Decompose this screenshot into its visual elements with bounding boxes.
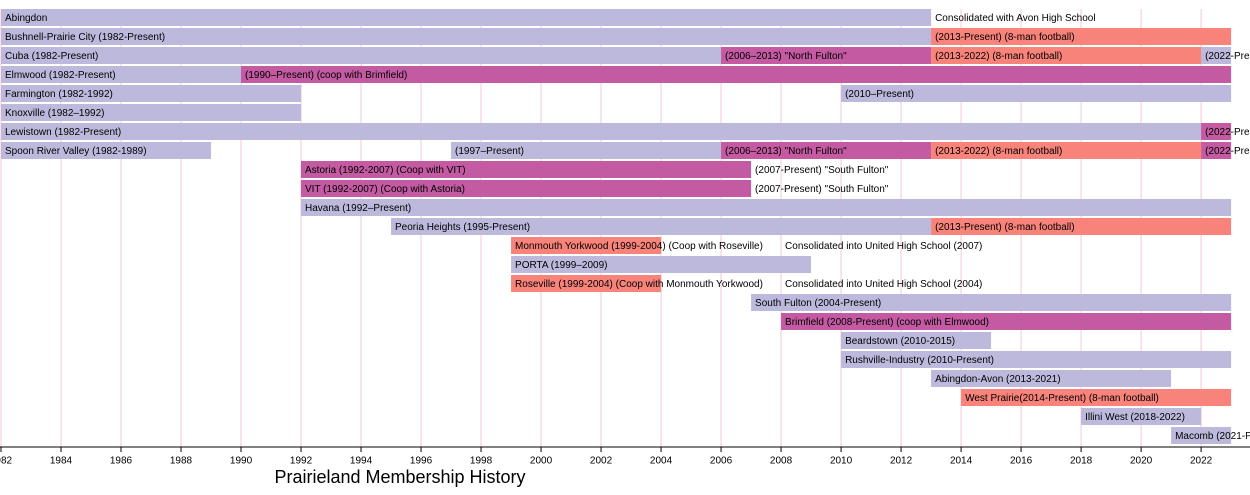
timeline-bar bbox=[301, 180, 752, 197]
x-tick-label: 2014 bbox=[950, 456, 973, 467]
bar-label: (2010–Present) bbox=[845, 89, 914, 100]
x-tick-label: 1994 bbox=[350, 456, 373, 467]
bar-label: (1990–Present) (coop with Brimfield) bbox=[245, 70, 407, 81]
bar-label: Elmwood (1982-Present) bbox=[5, 70, 116, 81]
bar-label: Macomb (2021-Present) bbox=[1175, 431, 1250, 442]
bar-label: (2022-Present) bbox=[1205, 146, 1250, 157]
annotation: Consolidated into United High School (20… bbox=[785, 279, 982, 290]
bar-label: Rushville-Industry (2010-Present) bbox=[845, 355, 994, 366]
bar-label: PORTA (1999–2009) bbox=[515, 260, 607, 271]
timeline-bar bbox=[841, 351, 1232, 368]
timeline-bar bbox=[301, 161, 752, 178]
bar-label: Farmington (1982-1992) bbox=[5, 89, 113, 100]
timeline-bar bbox=[931, 28, 1232, 45]
bar-label: Knoxville (1982–1992) bbox=[5, 108, 105, 119]
timeline-bar bbox=[1, 9, 932, 26]
timeline-bar bbox=[1, 104, 302, 121]
x-tick-label: 2006 bbox=[710, 456, 733, 467]
bar-label: (2013-Present) (8-man football) bbox=[935, 32, 1075, 43]
x-tick-label: 1992 bbox=[290, 456, 313, 467]
x-tick-label: 2010 bbox=[830, 456, 853, 467]
x-tick-label: 2016 bbox=[1010, 456, 1033, 467]
x-tick-label: 1988 bbox=[170, 456, 193, 467]
x-tick-label: 2008 bbox=[770, 456, 793, 467]
timeline-bar bbox=[931, 47, 1202, 64]
timeline-bar bbox=[1, 28, 932, 45]
x-tick-label: 1984 bbox=[50, 456, 73, 467]
timeline-bar bbox=[781, 313, 1232, 330]
x-tick-label: 1996 bbox=[410, 456, 433, 467]
bar-label: (2022-Present) bbox=[1205, 51, 1250, 62]
bar-label: (2013-2022) (8-man football) bbox=[935, 51, 1062, 62]
timeline-bar bbox=[511, 237, 662, 254]
bar-label: (2022-Present) bbox=[1205, 127, 1250, 138]
timeline-bar bbox=[1, 142, 212, 159]
bar-label: Bushnell-Prairie City (1982-Present) bbox=[5, 32, 165, 43]
timeline-bar bbox=[1201, 123, 1232, 140]
annotation: (2007-Present) "South Fulton" bbox=[755, 184, 889, 195]
x-tick-label: 2022 bbox=[1190, 456, 1213, 467]
timeline-bar bbox=[391, 218, 932, 235]
bar-label: (2013-2022) (8-man football) bbox=[935, 146, 1062, 157]
chart-title: Prairieland Membership History bbox=[274, 467, 525, 487]
x-tick-label: 1982 bbox=[0, 456, 13, 467]
timeline-bar bbox=[841, 332, 992, 349]
timeline-bar bbox=[1, 85, 302, 102]
bar-label: Brimfield (2008-Present) (coop with Elmw… bbox=[785, 317, 989, 328]
timeline-bar bbox=[1, 66, 242, 83]
bar-label: Abingdon-Avon (2013-2021) bbox=[935, 374, 1060, 385]
x-tick-label: 2000 bbox=[530, 456, 553, 467]
annotation: (2007-Present) "South Fulton" bbox=[755, 165, 889, 176]
timeline-bar bbox=[931, 218, 1232, 235]
bar-label: Beardstown (2010-2015) bbox=[845, 336, 955, 347]
timeline-bar bbox=[511, 275, 662, 292]
bar-label: Peoria Heights (1995-Present) bbox=[395, 222, 530, 233]
bar-label: South Fulton (2004-Present) bbox=[755, 298, 881, 309]
bar-label: Havana (1992–Present) bbox=[305, 203, 411, 214]
bar-label: (2006–2013) "North Fulton" bbox=[725, 51, 847, 62]
timeline-bar bbox=[721, 47, 932, 64]
bar-label: VIT (1992-2007) (Coop with Astoria) bbox=[305, 184, 465, 195]
timeline-bar bbox=[931, 142, 1202, 159]
timeline-bar bbox=[1, 123, 1202, 140]
timeline-bar bbox=[451, 142, 722, 159]
x-tick-label: 2002 bbox=[590, 456, 613, 467]
timeline-bar bbox=[961, 389, 1232, 406]
x-tick-label: 2004 bbox=[650, 456, 673, 467]
bar-label: (2013-Present) (8-man football) bbox=[935, 222, 1075, 233]
x-tick-label: 2020 bbox=[1130, 456, 1153, 467]
bar-label: (1997–Present) bbox=[455, 146, 524, 157]
bar-label: West Prairie(2014-Present) (8-man footba… bbox=[965, 393, 1159, 404]
x-tick-label: 1998 bbox=[470, 456, 493, 467]
timeline-bar bbox=[1201, 47, 1232, 64]
bar-label: Abingdon bbox=[5, 13, 47, 24]
bar-label: Illini West (2018-2022) bbox=[1085, 412, 1185, 423]
bar-label: Astoria (1992-2007) (Coop with VIT) bbox=[305, 165, 466, 176]
bar-label: Spoon River Valley (1982-1989) bbox=[5, 146, 147, 157]
timeline-bar bbox=[1201, 142, 1232, 159]
x-tick-label: 1986 bbox=[110, 456, 133, 467]
x-tick-label: 2018 bbox=[1070, 456, 1093, 467]
timeline-bar bbox=[721, 142, 932, 159]
timeline-bar bbox=[1, 47, 722, 64]
bar-label: Roseville (1999-2004) (Coop with Monmout… bbox=[515, 279, 763, 290]
timeline-bar bbox=[751, 294, 1232, 311]
timeline-bar bbox=[511, 256, 812, 273]
bar-label: Cuba (1982-Present) bbox=[5, 51, 98, 62]
annotation: Consolidated into United High School (20… bbox=[785, 241, 982, 252]
timeline-bar bbox=[931, 370, 1172, 387]
timeline-bar bbox=[301, 199, 1232, 216]
timeline-bar bbox=[841, 85, 1232, 102]
bar-label: (2006–2013) "North Fulton" bbox=[725, 146, 847, 157]
x-tick-label: 2012 bbox=[890, 456, 913, 467]
bar-label: Lewistown (1982-Present) bbox=[5, 127, 121, 138]
x-tick-label: 1990 bbox=[230, 456, 253, 467]
timeline-bar bbox=[1171, 427, 1232, 444]
bar-label: Monmouth Yorkwood (1999-2004) (Coop with… bbox=[515, 241, 763, 252]
annotation: Consolidated with Avon High School bbox=[935, 13, 1095, 24]
timeline-bar bbox=[1081, 408, 1202, 425]
timeline-bar bbox=[241, 66, 1232, 83]
